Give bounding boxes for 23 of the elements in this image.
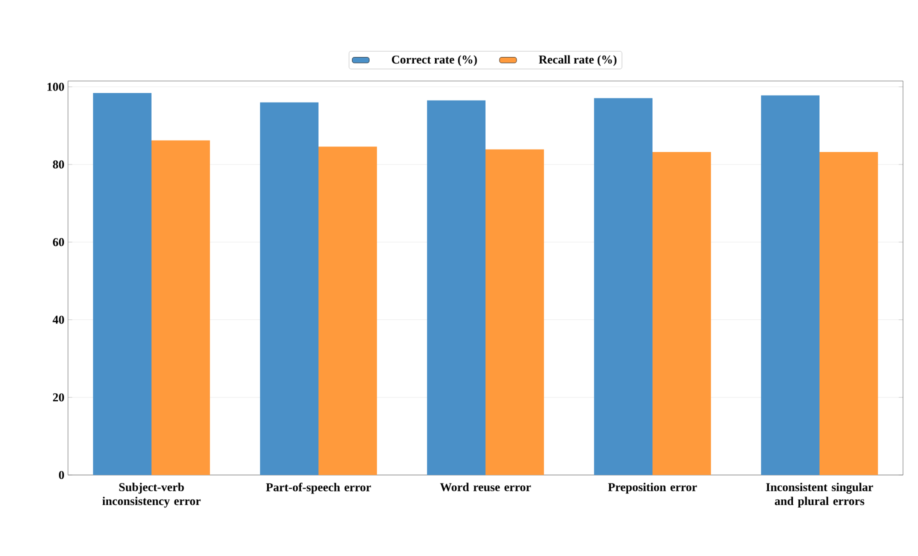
y-tick-label: 0 [58,470,64,480]
bar [594,98,653,475]
y-tick-label: 60 [52,238,64,246]
x-tick-label: Word reuse error [440,482,531,492]
x-tick-label: Preposition error [608,482,697,494]
x-tick-label: Inconsistent singular and plural errors [766,482,874,508]
bar [761,95,820,475]
bar [427,100,486,475]
y-tick-label: 80 [52,160,64,168]
bar [93,93,152,475]
bar [820,152,878,475]
y-tick-label: 40 [52,316,64,324]
y-tick-label: 100 [48,82,64,91]
x-tick-label: Part-of-speech error [266,482,371,494]
bar [652,152,711,475]
x-tick-label: Subject-verb inconsistency error [102,482,201,508]
legend-label: Correct rate (%) [392,55,477,66]
bar [486,149,544,475]
bar [318,146,377,475]
y-tick-label: 20 [53,393,64,402]
bar [152,140,210,475]
bar [260,102,319,475]
legend-label: Recall rate (%) [538,55,616,66]
